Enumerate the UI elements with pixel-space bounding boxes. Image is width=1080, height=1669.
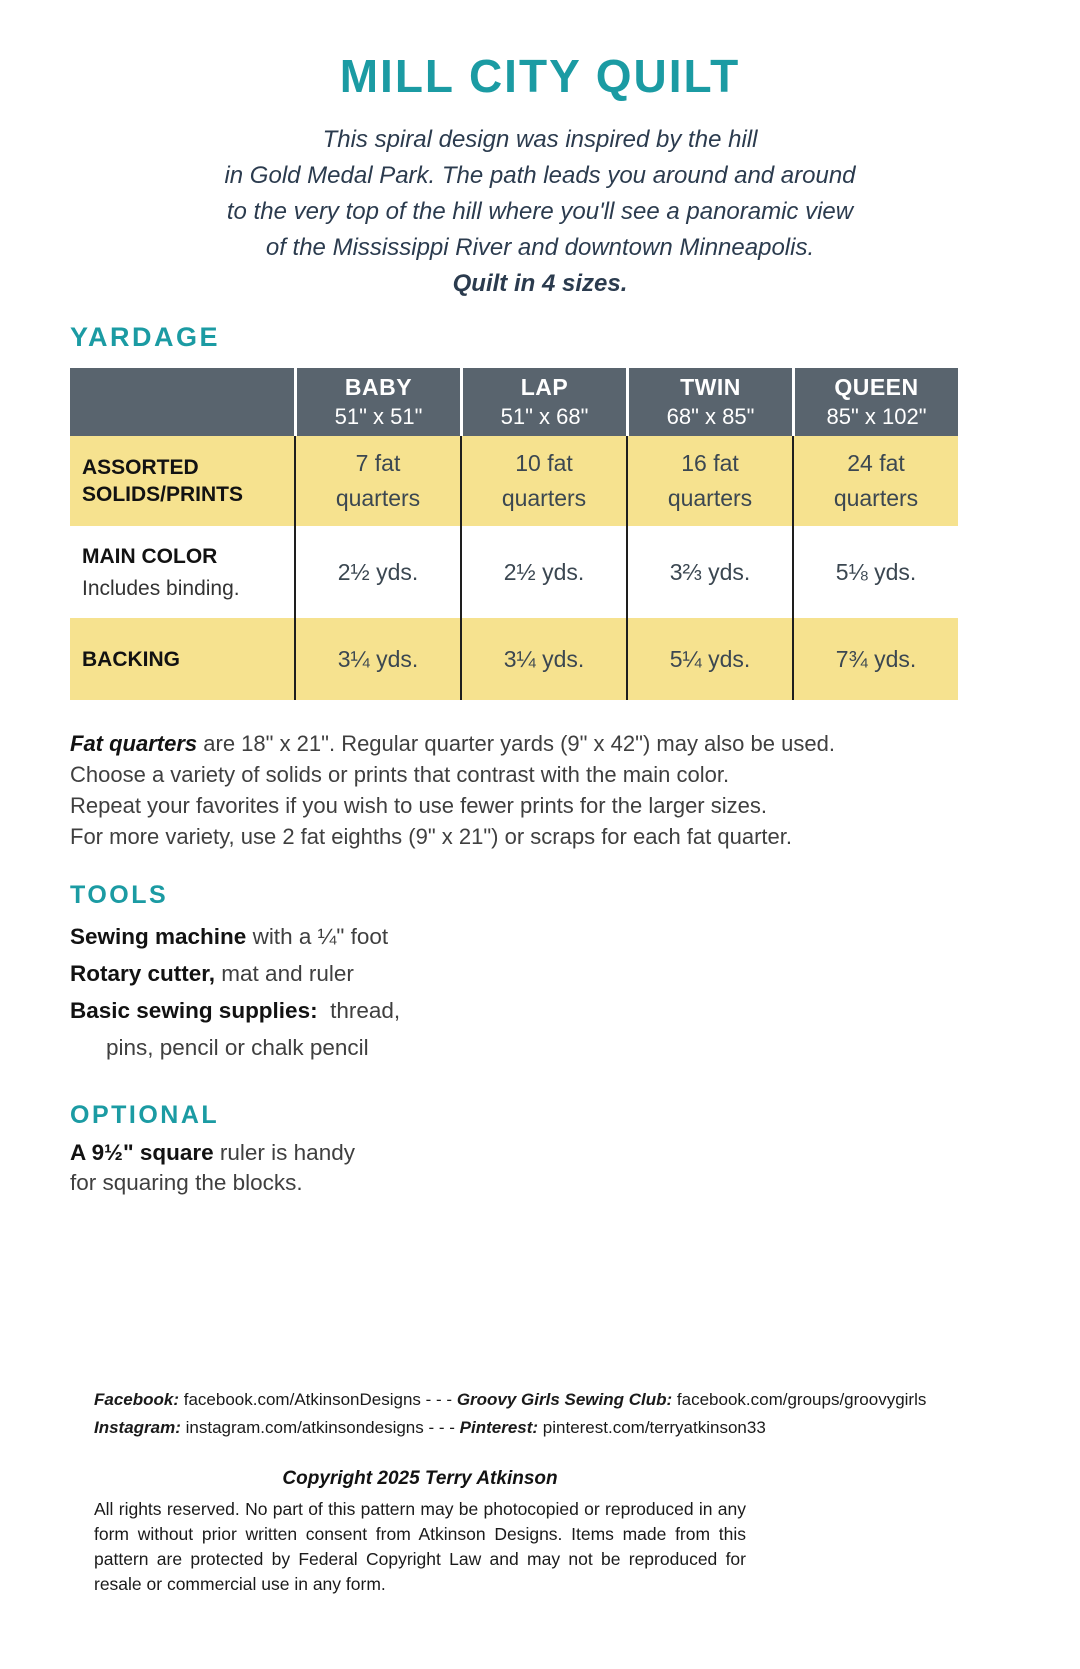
note-line: Fat quarters are 18" x 21". Regular quar… (70, 728, 1080, 759)
table-cell: 5¼ yds. (626, 618, 792, 701)
column-name: BABY (344, 374, 413, 401)
table-cell: 5⅛ yds. (792, 526, 958, 619)
copyright-block: Copyright 2025 Terry Atkinson All rights… (94, 1467, 746, 1597)
column-size: 85" x 102" (826, 404, 927, 430)
facebook-url: facebook.com/AtkinsonDesigns - - - (179, 1390, 457, 1409)
row-label-text: MAIN COLOR (82, 545, 218, 569)
tool-detail: with a ¼" foot (246, 924, 389, 950)
intro-line: of the Mississippi River and downtown Mi… (265, 234, 815, 262)
optional-item-name: A 9½" square (70, 1140, 214, 1166)
intro-emphasis: Quilt in 4 sizes. (452, 270, 628, 298)
social-line-2: Instagram: instagram.com/atkinsondesigns… (94, 1414, 994, 1442)
sewing-club-url: facebook.com/groups/groovygirls (672, 1390, 927, 1409)
intro-description: This spiral design was inspired by the h… (0, 122, 1080, 302)
table-corner-cell (70, 368, 294, 437)
pinterest-label: Pinterest: (459, 1417, 539, 1437)
column-name: TWIN (680, 374, 741, 401)
column-size: 51" x 68" (500, 404, 589, 430)
table-cell: 16 fat quarters (626, 436, 792, 527)
table-cell: 7 fat quarters (294, 436, 460, 527)
optional-item: A 9½" square ruler is handy (70, 1138, 1080, 1168)
table-cell: 2½ yds. (460, 526, 626, 619)
table-header-queen: QUEEN 85" x 102" (792, 368, 958, 437)
instagram-url: instagram.com/atkinsondesigns - - - (180, 1417, 460, 1437)
optional-item-continued: for squaring the blocks. (70, 1170, 303, 1196)
note-line: Repeat your favorites if you wish to use… (70, 793, 767, 819)
yardage-table: BABY 51" x 51" LAP 51" x 68" TWIN 68" x … (70, 368, 958, 701)
note-line: For more variety, use 2 fat eighths (9" … (70, 824, 792, 850)
tool-item-basic-supplies-continued: pins, pencil or chalk pencil (106, 1035, 369, 1061)
tool-name: Rotary cutter, (70, 961, 216, 987)
table-cell: 3¼ yds. (294, 618, 460, 701)
facebook-label: Facebook: (94, 1390, 180, 1409)
row-label-text: BACKING (82, 647, 180, 671)
tool-item-sewing-machine: Sewing machine with a ¼" foot (70, 918, 1080, 955)
intro-line: in Gold Medal Park. The path leads you a… (224, 162, 856, 190)
tool-detail: thread, (317, 998, 401, 1024)
footer: Facebook: facebook.com/AtkinsonDesigns -… (94, 1386, 994, 1597)
fat-quarters-note: Fat quarters are 18" x 21". Regular quar… (70, 728, 1080, 852)
pinterest-url: pinterest.com/terryatkinson33 (538, 1417, 766, 1437)
table-cell: 3¼ yds. (460, 618, 626, 701)
tools-heading: TOOLS (70, 881, 169, 910)
row-label-main-color: MAIN COLOR Includes binding. (70, 526, 294, 619)
instagram-label: Instagram: (94, 1417, 181, 1437)
table-header-baby: BABY 51" x 51" (294, 368, 460, 437)
tool-name: Basic sewing supplies: (70, 998, 318, 1024)
tool-item-basic-supplies: Basic sewing supplies: thread, (70, 992, 1080, 1029)
table-header-lap: LAP 51" x 68" (460, 368, 626, 437)
row-label-backing: BACKING (70, 618, 294, 701)
table-cell: 7¾ yds. (792, 618, 958, 701)
note-line: Choose a variety of solids or prints tha… (70, 762, 730, 788)
table-header-twin: TWIN 68" x 85" (626, 368, 792, 437)
tool-name: Sewing machine (70, 924, 247, 950)
row-sublabel-text: Includes binding. (82, 577, 240, 601)
intro-line: to the very top of the hill where you'll… (226, 198, 854, 226)
table-cell: 10 fat quarters (460, 436, 626, 527)
table-cell: 2½ yds. (294, 526, 460, 619)
table-cell: 24 fat quarters (792, 436, 958, 527)
column-size: 51" x 51" (334, 404, 423, 430)
row-label-text: ASSORTED SOLIDS/PRINTS (82, 456, 244, 507)
optional-detail: ruler is handy (213, 1140, 355, 1166)
optional-heading: OPTIONAL (70, 1101, 220, 1130)
note-lead: Fat quarters (70, 731, 198, 757)
column-name: LAP (520, 374, 569, 401)
column-size: 68" x 85" (666, 404, 755, 430)
column-name: QUEEN (834, 374, 919, 401)
social-links: Facebook: facebook.com/AtkinsonDesigns -… (94, 1386, 994, 1441)
intro-line: This spiral design was inspired by the h… (322, 126, 758, 154)
table-cell: 3⅔ yds. (626, 526, 792, 619)
page-title: MILL CITY QUILT (339, 50, 741, 102)
row-label-assorted: ASSORTED SOLIDS/PRINTS (70, 436, 294, 527)
yardage-heading: YARDAGE (70, 322, 221, 353)
copyright-title: Copyright 2025 Terry Atkinson (282, 1468, 558, 1489)
copyright-body: All rights reserved. No part of this pat… (94, 1499, 746, 1594)
social-line-1: Facebook: facebook.com/AtkinsonDesigns -… (94, 1386, 994, 1414)
tool-item-rotary-cutter: Rotary cutter, mat and ruler (70, 955, 1080, 992)
note-text: are 18" x 21". Regular quarter yards (9"… (197, 731, 835, 757)
tool-detail: mat and ruler (215, 961, 354, 987)
sewing-club-label: Groovy Girls Sewing Club: (456, 1390, 673, 1409)
